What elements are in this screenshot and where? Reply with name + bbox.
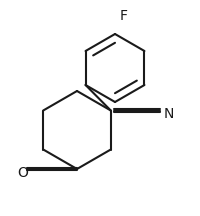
Text: N: N (164, 107, 174, 121)
Text: F: F (120, 9, 128, 23)
Text: O: O (18, 166, 28, 180)
